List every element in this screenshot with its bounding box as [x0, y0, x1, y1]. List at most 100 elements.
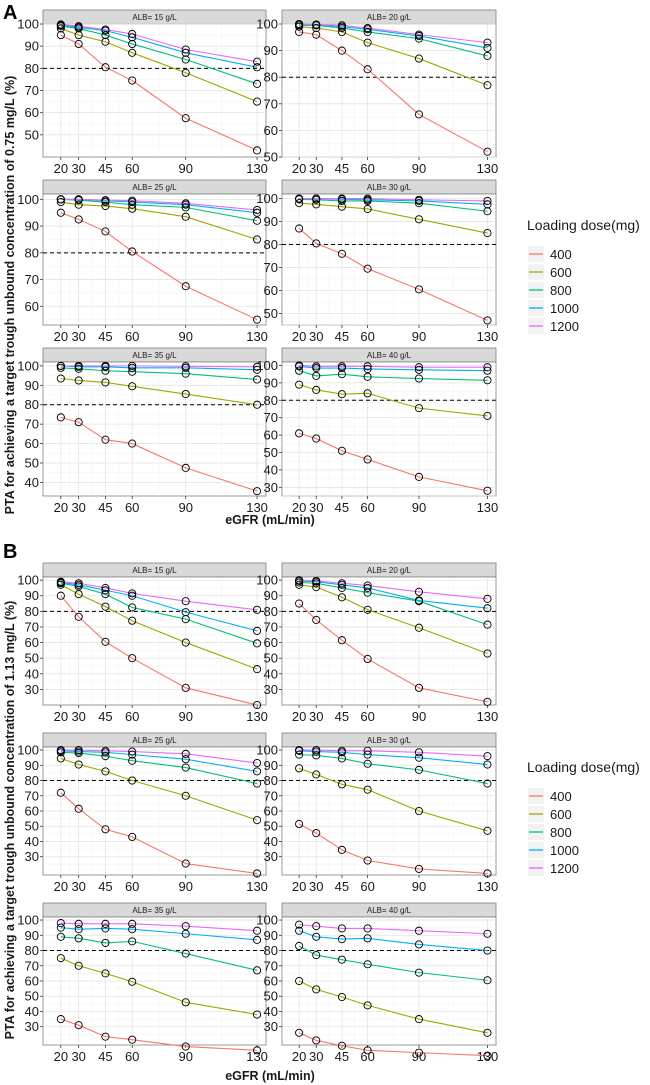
y-tick-label: 60: [264, 428, 278, 443]
x-tick-label: 30: [71, 161, 85, 176]
series-line-600: [60, 27, 258, 103]
x-tick-label: 90: [412, 709, 426, 724]
x-tick-label: 60: [125, 1049, 139, 1064]
data-point-1000: [128, 33, 137, 42]
data-point-1200: [414, 748, 424, 757]
data-point-1000: [128, 591, 137, 600]
data-point-1200: [312, 576, 321, 585]
data-point-600: [181, 68, 190, 77]
data-point-1200: [312, 20, 321, 29]
data-point-800: [363, 759, 372, 768]
data-point-1200: [483, 38, 492, 47]
facet-title: ALB= 25 g/L: [132, 736, 177, 745]
data-point-600: [74, 200, 83, 209]
y-tick-label: 70: [25, 788, 39, 803]
data-point-600: [74, 376, 83, 385]
legend-label: 1200: [550, 861, 579, 876]
data-point-400: [295, 429, 304, 438]
data-point-1200: [101, 746, 110, 755]
x-tick-label: 20: [54, 709, 68, 724]
data-point-1200: [483, 929, 492, 938]
x-tick-label: 60: [125, 500, 139, 515]
data-point-1200: [181, 749, 190, 758]
data-point-1000: [337, 935, 346, 944]
x-tick-label: 90: [412, 500, 426, 515]
facet-title: ALB= 15 g/L: [132, 566, 177, 575]
series-line-600: [60, 377, 258, 406]
y-tick-label: 100: [17, 358, 39, 373]
data-point-400: [74, 612, 83, 621]
data-point-400: [312, 829, 321, 838]
data-point-400: [312, 1036, 321, 1045]
data-point-1000: [253, 935, 262, 944]
data-point-800: [363, 27, 372, 37]
y-tick-label: 100: [256, 913, 278, 928]
y-tick-label: 40: [264, 1004, 278, 1019]
data-point-1200: [101, 919, 110, 928]
data-point-600: [56, 24, 65, 33]
data-point-600: [363, 38, 372, 47]
x-tick-label: 20: [54, 1049, 68, 1064]
data-point-600: [312, 985, 321, 994]
data-point-1200: [363, 23, 372, 33]
y-tick-label: 60: [264, 804, 278, 819]
data-point-600: [337, 593, 346, 602]
y-tick-label: 100: [17, 17, 39, 32]
data-point-400: [414, 864, 424, 873]
data-point-800: [74, 934, 83, 943]
x-tick-label: 60: [360, 1049, 374, 1064]
series-line-400: [298, 1032, 488, 1057]
y-tick-label: 60: [25, 105, 39, 120]
data-point-800: [181, 763, 190, 772]
data-point-1200: [128, 361, 137, 370]
y-tick-label: 90: [264, 928, 278, 943]
x-tick-label: 30: [309, 329, 323, 344]
data-point-800: [253, 779, 262, 788]
x-tick-label: 45: [98, 879, 112, 894]
data-point-1000: [483, 946, 492, 955]
data-point-1200: [74, 919, 83, 928]
data-point-1000: [414, 940, 424, 949]
data-point-800: [483, 779, 492, 788]
data-point-1200: [56, 195, 65, 204]
data-point-800: [253, 966, 262, 975]
y-tick-label: 50: [264, 651, 278, 666]
y-tick-label: 70: [25, 958, 39, 973]
x-tick-label: 90: [412, 329, 426, 344]
data-point-400: [363, 856, 372, 865]
data-point-600: [414, 404, 424, 413]
y-tick-label: 70: [25, 417, 39, 432]
y-tick-label: 70: [264, 260, 278, 275]
data-point-400: [363, 654, 372, 664]
y-tick-label: 80: [25, 773, 39, 788]
legend-label: 400: [550, 789, 572, 804]
data-point-600: [181, 389, 190, 399]
y-tick-label: 100: [17, 743, 39, 758]
data-point-1200: [483, 196, 492, 205]
data-point-400: [337, 845, 346, 854]
y-tick-label: 90: [264, 588, 278, 603]
data-point-400: [363, 455, 372, 464]
data-point-1000: [483, 43, 492, 52]
data-point-800: [312, 371, 321, 380]
data-point-600: [74, 760, 83, 769]
data-point-1000: [253, 767, 262, 776]
data-point-1200: [337, 579, 346, 588]
data-point-1000: [312, 932, 321, 941]
series-line-400: [60, 416, 258, 492]
data-point-600: [253, 665, 262, 674]
data-point-1200: [181, 199, 190, 208]
y-tick-label: 90: [25, 588, 39, 603]
data-point-400: [295, 599, 304, 608]
y-tick-label: 50: [264, 150, 278, 165]
facet-title: ALB= 40 g/L: [367, 906, 412, 915]
x-tick-label: 30: [309, 161, 323, 176]
data-point-1200: [128, 196, 137, 205]
data-point-600: [295, 199, 304, 208]
data-point-1200: [295, 576, 304, 585]
y-tick-label: 30: [264, 682, 278, 697]
data-point-400: [312, 30, 321, 39]
data-point-600: [181, 638, 190, 647]
